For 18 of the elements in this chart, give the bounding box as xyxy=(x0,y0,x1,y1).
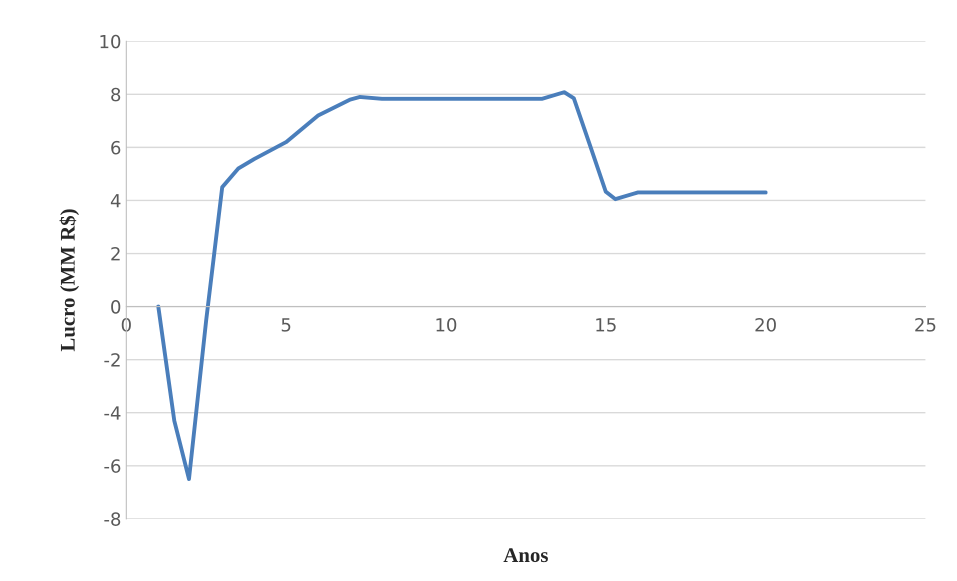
x-tick-label: 15 xyxy=(596,318,616,332)
x-tick-label: 25 xyxy=(915,318,936,332)
y-tick-label: -4 xyxy=(104,406,120,420)
x-tick-label: 10 xyxy=(436,318,456,332)
y-tick-label: 10 xyxy=(100,34,120,48)
y-tick-label: 4 xyxy=(110,194,120,208)
y-tick-label: -8 xyxy=(104,512,120,526)
x-tick-label: 20 xyxy=(755,318,776,332)
x-tick-label: 5 xyxy=(282,318,290,332)
y-tick-label: 6 xyxy=(111,140,120,154)
x-axis-title: Anos xyxy=(504,548,548,562)
y-tick-label: -6 xyxy=(104,459,120,473)
y-tick-label: -2 xyxy=(104,353,120,366)
y-axis-title: Lucro (MM R$) xyxy=(60,209,80,352)
y-tick-label: 8 xyxy=(111,88,120,102)
y-tick-label: 2 xyxy=(111,246,120,260)
y-tick-label: 0 xyxy=(111,300,120,314)
x-tick-label: 0 xyxy=(122,318,131,332)
